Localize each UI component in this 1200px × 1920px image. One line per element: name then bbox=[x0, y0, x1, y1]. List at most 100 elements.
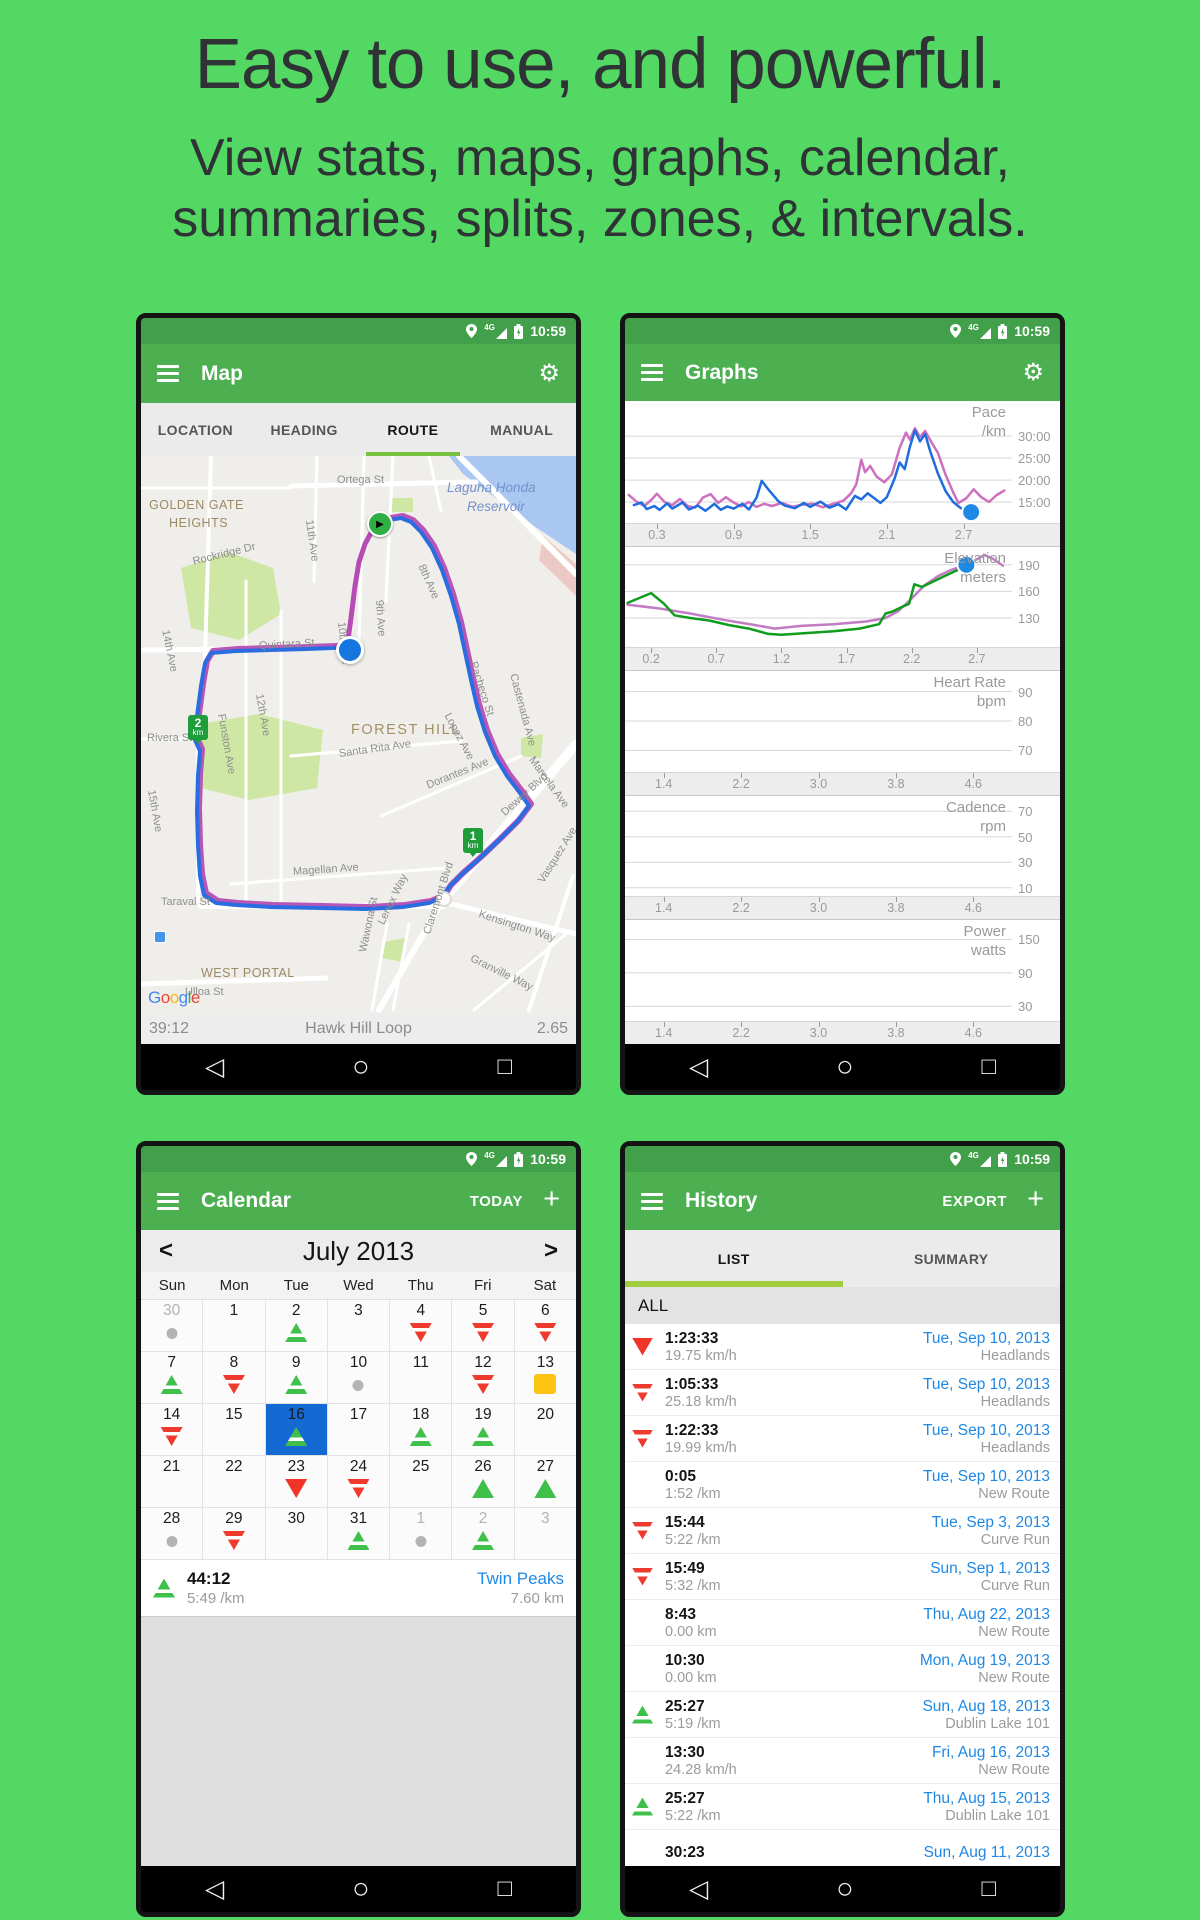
nav-home-button[interactable]: ○ bbox=[836, 1872, 854, 1905]
up-triangle-icon bbox=[285, 1323, 308, 1342]
history-row[interactable]: 25:27 5:19 /km Sun, Aug 18, 2013 Dublin Lak… bbox=[625, 1692, 1060, 1738]
nav-back-button[interactable]: ◁ bbox=[204, 1874, 225, 1903]
calendar-day-1[interactable]: 1 bbox=[203, 1300, 266, 1351]
nav-home-button[interactable]: ○ bbox=[836, 1050, 854, 1083]
calendar-day-17[interactable]: 17 bbox=[328, 1404, 391, 1455]
next-month-button[interactable]: > bbox=[543, 1237, 558, 1264]
settings-gear-icon[interactable]: ⚙ bbox=[1022, 358, 1044, 386]
history-row-right: Tue, Sep 3, 2013 Curve Run bbox=[932, 1514, 1050, 1548]
history-row[interactable]: 30:23 Sun, Aug 11, 2013 bbox=[625, 1830, 1060, 1866]
prev-month-button[interactable]: < bbox=[159, 1237, 174, 1264]
nav-back-button[interactable]: ◁ bbox=[204, 1052, 225, 1081]
calendar-day-14[interactable]: 14 bbox=[141, 1404, 204, 1455]
day-number: 3 bbox=[354, 1302, 363, 1319]
calendar-day-26[interactable]: 26 bbox=[452, 1456, 515, 1507]
nav-back-button[interactable]: ◁ bbox=[688, 1874, 709, 1903]
calendar-day-23[interactable]: 23 bbox=[266, 1456, 328, 1507]
day-name-tue: Tue bbox=[283, 1277, 309, 1294]
today-button[interactable]: TODAY bbox=[469, 1192, 524, 1210]
calendar-day-15[interactable]: 15 bbox=[203, 1404, 266, 1455]
history-row[interactable]: 1:23:33 19.75 km/h Tue, Sep 10, 2013 Headla… bbox=[625, 1324, 1060, 1370]
chart-panel-pace: 30:00 25:00 20:00 15:00 Pace/km 0.3 0.9 1.5 2.1 2… bbox=[625, 401, 1060, 546]
history-row[interactable]: 13:30 24.28 km/h Fri, Aug 16, 2013 New Rout… bbox=[625, 1738, 1060, 1784]
menu-icon[interactable] bbox=[641, 1192, 663, 1210]
activity-route: Curve Run bbox=[980, 1531, 1050, 1548]
day-number: 14 bbox=[163, 1406, 181, 1423]
export-button[interactable]: EXPORT bbox=[942, 1192, 1008, 1210]
history-row[interactable]: 0:05 1:52 /km Tue, Sep 10, 2013 New Route bbox=[625, 1462, 1060, 1508]
history-tab-list[interactable]: LIST bbox=[625, 1230, 843, 1287]
down-triangle-icon bbox=[222, 1531, 245, 1550]
activity-date: Tue, Sep 3, 2013 bbox=[931, 1513, 1050, 1531]
calendar-day-4[interactable]: 4 bbox=[390, 1300, 453, 1351]
calendar-day-29[interactable]: 29 bbox=[203, 1508, 266, 1559]
calendar-day-31[interactable]: 31 bbox=[328, 1508, 391, 1559]
map-tab-manual[interactable]: MANUAL bbox=[467, 403, 576, 456]
history-row[interactable]: 15:49 5:32 /km Sun, Sep 1, 2013 Curve Run bbox=[625, 1554, 1060, 1600]
calendar-day-8[interactable]: 8 bbox=[203, 1352, 266, 1403]
history-tab-summary[interactable]: SUMMARY bbox=[843, 1230, 1061, 1287]
calendar-day-18[interactable]: 18 bbox=[390, 1404, 453, 1455]
route-start-marker[interactable]: ▶ bbox=[367, 511, 393, 537]
calendar-day-30[interactable]: 30 bbox=[266, 1508, 328, 1559]
calendar-day-6[interactable]: 6 bbox=[515, 1300, 576, 1351]
menu-icon[interactable] bbox=[157, 365, 179, 382]
calendar-day-24[interactable]: 24 bbox=[328, 1456, 391, 1507]
calendar-day-30[interactable]: 30 bbox=[141, 1300, 204, 1351]
history-row[interactable]: 15:44 5:22 /km Tue, Sep 3, 2013 Curve Run bbox=[625, 1508, 1060, 1554]
menu-icon[interactable] bbox=[157, 1192, 179, 1210]
history-row[interactable]: 25:27 5:22 /km Thu, Aug 15, 2013 Dublin Lak… bbox=[625, 1784, 1060, 1830]
calendar-day-5[interactable]: 5 bbox=[452, 1300, 515, 1351]
history-row[interactable]: 10:30 0.00 km Mon, Aug 19, 2013 New Route bbox=[625, 1646, 1060, 1692]
calendar-day-2[interactable]: 2 bbox=[452, 1508, 515, 1559]
calendar-day-28[interactable]: 28 bbox=[141, 1508, 204, 1559]
history-row[interactable]: 1:05:33 25.18 km/h Tue, Sep 10, 2013 Headla… bbox=[625, 1370, 1060, 1416]
y-tick-label: 30:00 bbox=[1018, 429, 1051, 445]
nav-recents-button[interactable]: □ bbox=[497, 1875, 513, 1902]
calendar-day-1[interactable]: 1 bbox=[390, 1508, 453, 1559]
settings-gear-icon[interactable]: ⚙ bbox=[538, 359, 560, 387]
calendar-day-19[interactable]: 19 bbox=[452, 1404, 515, 1455]
nav-recents-button[interactable]: □ bbox=[497, 1053, 513, 1080]
history-row[interactable]: 1:22:33 19.99 km/h Tue, Sep 10, 2013 Headla… bbox=[625, 1416, 1060, 1462]
nav-recents-button[interactable]: □ bbox=[981, 1053, 997, 1080]
calendar-day-9[interactable]: 9 bbox=[266, 1352, 328, 1403]
calendar-day-25[interactable]: 25 bbox=[390, 1456, 453, 1507]
calendar-day-22[interactable]: 22 bbox=[203, 1456, 266, 1507]
calendar-day-3[interactable]: 3 bbox=[328, 1300, 391, 1351]
calendar-day-13[interactable]: 13 bbox=[515, 1352, 576, 1403]
calendar-day-2[interactable]: 2 bbox=[266, 1300, 328, 1351]
active-tab-underline bbox=[366, 452, 460, 456]
nav-home-button[interactable]: ○ bbox=[352, 1050, 370, 1083]
calendar-day-20[interactable]: 20 bbox=[515, 1404, 576, 1455]
calendar-day-21[interactable]: 21 bbox=[141, 1456, 204, 1507]
calendar-day-12[interactable]: 12 bbox=[452, 1352, 515, 1403]
calendar-day-10[interactable]: 10 bbox=[328, 1352, 391, 1403]
calendar-day-27[interactable]: 27 bbox=[515, 1456, 576, 1507]
calendar-day-3[interactable]: 3 bbox=[515, 1508, 576, 1559]
history-row[interactable]: 8:43 0.00 km Thu, Aug 22, 2013 New Route bbox=[625, 1600, 1060, 1646]
day-summary-row[interactable]: 44:12 5:49 /km Twin Peaks 7.60 km bbox=[141, 1560, 576, 1617]
menu-icon[interactable] bbox=[641, 364, 663, 381]
day-name-sun: Sun bbox=[158, 1277, 186, 1294]
map-tab-heading[interactable]: HEADING bbox=[250, 403, 359, 456]
summary-route-link[interactable]: Twin Peaks bbox=[477, 1569, 564, 1588]
map-tab-route[interactable]: ROUTE bbox=[359, 403, 468, 456]
map-street-label: 8th Ave bbox=[415, 562, 442, 601]
nav-recents-button[interactable]: □ bbox=[981, 1875, 997, 1902]
x-tick-label: 1.2 bbox=[772, 652, 791, 666]
map-tab-location[interactable]: LOCATION bbox=[141, 403, 250, 456]
map-canvas[interactable]: GOLDEN GATE HEIGHTS Ortega St Laguna Honda R… bbox=[141, 456, 576, 1014]
day-marker bbox=[347, 1531, 370, 1555]
y-tick-label: 90 bbox=[1018, 684, 1033, 700]
nav-back-button[interactable]: ◁ bbox=[688, 1052, 709, 1081]
add-icon[interactable]: + bbox=[1027, 1183, 1044, 1215]
add-icon[interactable]: + bbox=[543, 1183, 560, 1215]
nav-home-button[interactable]: ○ bbox=[352, 1872, 370, 1905]
calendar-day-7[interactable]: 7 bbox=[141, 1352, 204, 1403]
calendar-day-11[interactable]: 11 bbox=[390, 1352, 453, 1403]
map-street-label: Lenox Way bbox=[375, 872, 411, 927]
x-tick-label: 1.5 bbox=[801, 528, 819, 542]
calendar-title: Calendar bbox=[201, 1189, 291, 1212]
calendar-day-16[interactable]: 16 bbox=[265, 1404, 328, 1455]
